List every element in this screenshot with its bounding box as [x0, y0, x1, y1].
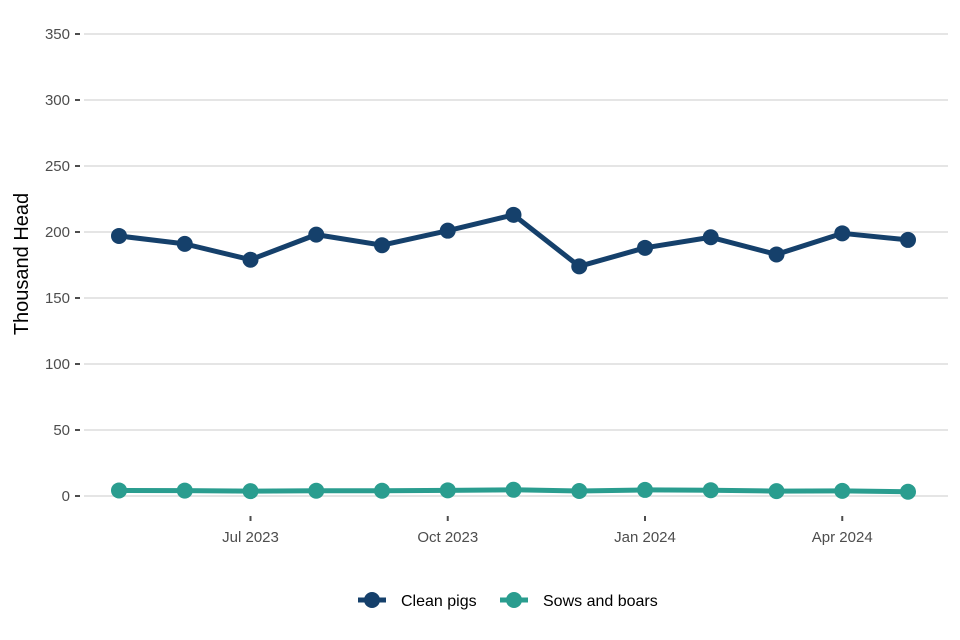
y-tick-label: 100 — [45, 356, 70, 373]
data-point — [439, 222, 456, 239]
y-axis-title: Thousand Head — [11, 193, 33, 335]
x-tick-label: Oct 2023 — [417, 529, 478, 546]
data-point — [439, 482, 456, 499]
data-point — [768, 483, 785, 500]
data-point — [900, 231, 916, 248]
x-tick-label: Jul 2023 — [222, 529, 279, 546]
data-point — [571, 482, 588, 499]
legend-label: Clean pigs — [401, 593, 477, 610]
data-point — [702, 229, 719, 246]
data-point — [834, 482, 851, 499]
legend-item: Clean pigs — [358, 592, 477, 610]
series-clean-pigs — [111, 206, 916, 275]
data-point — [308, 226, 325, 243]
legend-swatch-marker — [364, 592, 380, 608]
y-tick-label: 250 — [45, 158, 70, 175]
gridlines — [84, 33, 948, 497]
data-point — [111, 482, 127, 499]
x-tick-label: Apr 2024 — [812, 529, 873, 546]
data-point — [571, 258, 588, 275]
data-point — [374, 237, 390, 254]
series — [111, 206, 916, 500]
data-point — [242, 483, 259, 500]
legend-swatch-marker — [506, 592, 522, 608]
data-point — [505, 206, 522, 223]
y-tick-label: 200 — [45, 224, 70, 241]
y-tick-label: 300 — [45, 92, 70, 109]
y-tick-label: 0 — [62, 488, 70, 505]
data-point — [242, 251, 259, 268]
legend: Clean pigs Sows and boars — [358, 592, 658, 610]
y-tick-label: 150 — [45, 290, 70, 307]
data-point — [900, 483, 916, 500]
x-tick-label: Jan 2024 — [614, 529, 676, 546]
y-axis: 0 50 100 150 200 250 300 350 — [45, 26, 80, 505]
data-point — [505, 481, 522, 498]
data-point — [834, 225, 851, 242]
data-point — [637, 481, 653, 498]
data-point — [176, 482, 193, 499]
data-point — [637, 239, 653, 256]
series-sows-and-boars — [111, 481, 916, 500]
data-point — [374, 482, 390, 499]
legend-label: Sows and boars — [543, 593, 658, 610]
data-point — [702, 482, 719, 499]
x-axis: Jul 2023 Oct 2023 Jan 2024 Apr 2024 — [222, 516, 873, 546]
data-point — [308, 482, 325, 499]
y-tick-label: 350 — [45, 26, 70, 43]
data-point — [111, 227, 127, 244]
y-tick-label: 50 — [53, 422, 70, 439]
data-point — [176, 235, 193, 252]
data-point — [768, 246, 785, 263]
legend-item: Sows and boars — [500, 592, 658, 610]
